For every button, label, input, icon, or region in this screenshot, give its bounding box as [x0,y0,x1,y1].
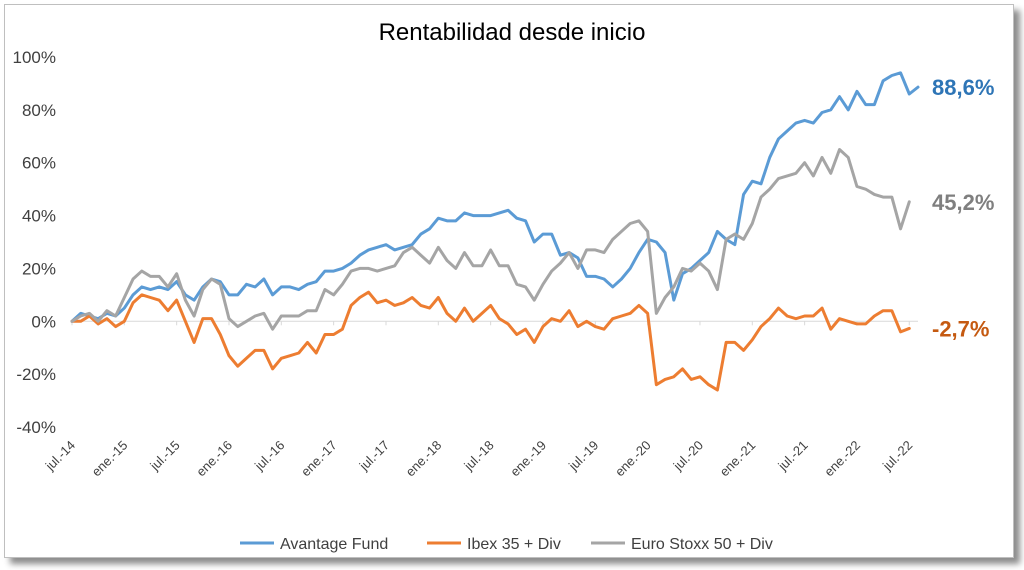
x-tick-label: jul.-16 [251,438,287,474]
x-tick-label: jul.-21 [774,438,810,474]
x-tick-label: ene.-16 [193,438,235,480]
series-line [70,290,911,392]
y-tick-label: 40% [22,207,56,226]
y-tick-label: 80% [22,101,56,120]
y-tick-label: -20% [16,365,56,384]
y-tick-label: 60% [22,154,56,173]
x-tick-label: jul.-17 [356,438,392,474]
legend-label: Avantage Fund [280,536,388,553]
series-line [70,148,911,331]
x-tick-label: ene.-22 [821,438,863,480]
series-end-label: 88,6% [932,75,994,100]
x-tick-label: ene.-15 [89,438,131,480]
series-end-label: -2,7% [932,316,989,341]
x-tick-label: jul.-14 [42,438,78,474]
legend-label: Euro Stoxx 50 + Div [631,536,773,553]
x-tick-label: jul.-15 [146,438,182,474]
y-tick-label: 20% [22,259,56,278]
y-tick-label: 100% [13,48,56,67]
x-axis-ticks: jul.-14 ene.-15 jul.-15 ene.-16 jul.-16 ene.-… [42,321,915,480]
x-tick-label: ene.-17 [298,438,340,480]
x-tick-label: ene.-18 [403,438,445,480]
end-labels: 88,6% -2,7% 45,2% [932,75,994,341]
series-lines [70,71,920,392]
x-tick-label: jul.-20 [670,438,706,474]
legend-label: Ibex 35 + Div [467,536,561,553]
series-line [70,71,920,323]
series-end-label: 45,2% [932,190,994,215]
x-tick-label: ene.-21 [717,438,759,480]
y-axis-ticks: 100% 80% 60% 40% 20% 0% -20% -40% [13,48,56,437]
chart-title: Rentabilidad desde inicio [379,19,646,46]
x-tick-label: ene.-19 [507,438,549,480]
legend: Avantage Fund Ibex 35 + Div Euro Stoxx 50 … [240,536,773,553]
y-tick-label: 0% [31,312,56,331]
x-tick-label: jul.-18 [460,438,496,474]
x-tick-label: ene.-20 [612,438,654,480]
y-tick-label: -40% [16,418,56,437]
x-tick-label: jul.-22 [879,438,915,474]
x-tick-label: jul.-19 [565,438,601,474]
